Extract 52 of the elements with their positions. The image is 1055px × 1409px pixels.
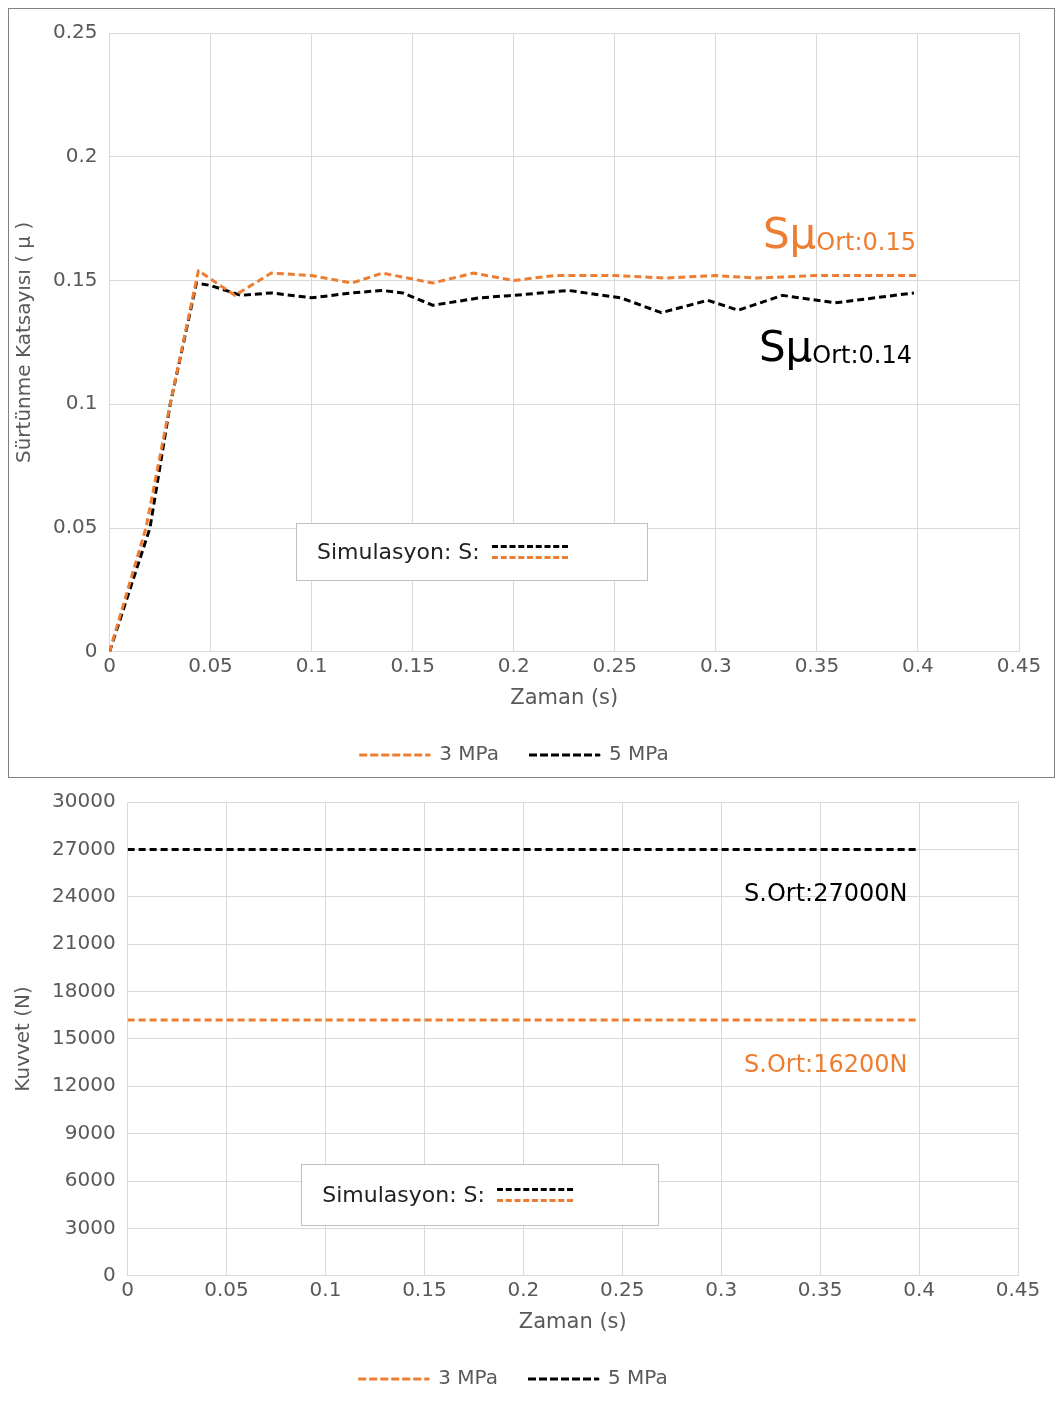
x-tick-label: 0.35	[797, 1277, 843, 1301]
y-tick-label: 0	[84, 638, 98, 662]
legend-label: 3 MPa	[438, 1365, 499, 1390]
x-tick-label: 0.45	[996, 653, 1042, 677]
y-tick-label: 6000	[64, 1167, 116, 1192]
x-tick-label: 0	[121, 1277, 134, 1301]
x-tick-label: 0.1	[309, 1277, 342, 1301]
y-tick-label: 21000	[52, 930, 116, 955]
note-box: Simulasyon: S:	[295, 522, 648, 581]
y-tick-label: 15000	[52, 1025, 116, 1050]
x-axis-title: Zaman (s)	[510, 684, 619, 709]
y-tick-label: 30000	[52, 788, 116, 813]
legend-label: 3 MPa	[439, 741, 500, 766]
x-tick-label: 0.15	[390, 653, 435, 677]
x-tick-label: 0.35	[794, 653, 840, 677]
x-tick-label: 0.45	[995, 1277, 1041, 1301]
x-tick-label: 0.4	[902, 653, 934, 677]
x-tick-label: 0.3	[699, 653, 732, 677]
annotation: S.Ort:16200N	[744, 1049, 908, 1078]
y-tick-label: 27000	[52, 835, 116, 860]
x-tick-label: 0.2	[497, 653, 530, 677]
x-tick-label: 0.05	[188, 653, 233, 677]
annotation: Simulasyon: S:	[316, 539, 480, 565]
x-tick-label: 0.25	[592, 653, 638, 677]
y-tick-label: 12000	[52, 1072, 116, 1097]
legend-label: 5 MPa	[608, 1365, 668, 1390]
x-tick-label: 0.25	[600, 1277, 645, 1301]
x-tick-label: 0.05	[204, 1277, 249, 1301]
y-axis-title: Kuvvet (N)	[10, 986, 35, 1092]
y-tick-label: 0	[102, 1262, 116, 1286]
legend-label: 5 MPa	[609, 741, 669, 766]
note-box: Simulasyon: S:	[301, 1163, 660, 1226]
x-tick-label: 0.3	[705, 1277, 738, 1301]
y-tick-label: 0.15	[53, 266, 98, 291]
y-tick-label: 0.2	[65, 142, 98, 167]
annotation: S.Ort:27000N	[744, 879, 908, 908]
y-tick-label: 0.05	[53, 514, 98, 539]
y-tick-label: 0.25	[53, 19, 98, 44]
y-tick-label: 18000	[52, 977, 116, 1002]
x-tick-label: 0.15	[402, 1277, 447, 1301]
annotation: SμOrt:0.14	[758, 321, 912, 371]
y-axis-title: Sürtünme Katsayısı ( μ )	[11, 221, 36, 464]
y-tick-label: 9000	[64, 1119, 116, 1144]
x-tick-label: 0.2	[507, 1277, 540, 1301]
y-tick-label: 0.1	[65, 390, 98, 415]
x-tick-label: 0.1	[295, 653, 328, 677]
annotation: Simulasyon: S:	[322, 1182, 485, 1208]
x-axis-title: Zaman (s)	[518, 1308, 627, 1333]
y-tick-label: 24000	[52, 882, 116, 907]
annotation: SμOrt:0.15	[762, 208, 917, 258]
x-tick-label: 0.4	[903, 1277, 935, 1301]
y-tick-label: 3000	[64, 1214, 116, 1239]
